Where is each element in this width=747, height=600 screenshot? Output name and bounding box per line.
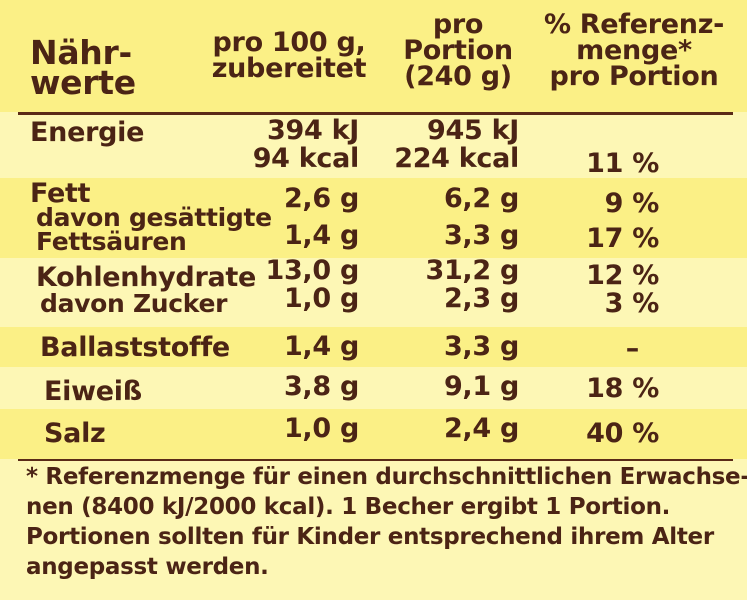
row-label-gesaettigte-line1: davon gesättigte	[36, 203, 272, 232]
header-naehrwerte-line2: werte	[30, 63, 136, 102]
header-naehrwerte: Nähr- werte	[30, 33, 136, 102]
zucker-portion: 2,3 g	[443, 283, 519, 314]
energie-per100-kj: 394 kJ	[267, 115, 359, 146]
header-per-portion-line1: pro	[432, 9, 484, 40]
ballaststoffe-per100: 1,4 g	[283, 331, 359, 362]
row-label-gesaettigte-line2: Fettsäuren	[36, 227, 187, 256]
header-ri-line2: menge*	[576, 35, 692, 66]
footnote-line1: * Referenzmenge für einen durchschnittli…	[26, 464, 747, 490]
row-label-salz: Salz	[44, 418, 106, 449]
energie-portion-kj: 945 kJ	[427, 115, 519, 146]
row-label-fett: Fett	[30, 178, 91, 209]
gesaettigte-per100: 1,4 g	[283, 220, 359, 251]
header-reference-intake: % Referenz- menge* pro Portion	[540, 9, 728, 92]
row-label-zucker: davon Zucker	[40, 289, 228, 318]
row-band-salz	[0, 409, 747, 459]
gesaettigte-portion: 3,3 g	[443, 220, 519, 251]
zucker-ri: 3 %	[604, 288, 660, 319]
header-per-portion-line3: (240 g)	[404, 61, 512, 92]
footnote-line4: angepasst werden.	[26, 554, 269, 580]
table-bottom-rule	[18, 459, 733, 461]
row-band-fett	[0, 178, 747, 258]
header-per-portion: pro Portion (240 g)	[388, 9, 528, 92]
footnote-line3: Portionen sollten für Kinder entsprechen…	[26, 524, 714, 550]
eiweiss-ri: 18 %	[586, 373, 659, 404]
header-per-100g-line2: zubereitet	[211, 53, 367, 84]
header-rule	[18, 112, 733, 115]
kohlenhydrate-ri: 12 %	[586, 260, 659, 291]
row-band-ballaststoffe	[0, 327, 747, 367]
row-label-ballaststoffe: Ballaststoffe	[40, 332, 230, 363]
fett-ri: 9 %	[604, 188, 660, 219]
salz-ri: 40 %	[586, 418, 659, 449]
eiweiss-portion: 9,1 g	[443, 371, 519, 402]
ballaststoffe-ri: –	[625, 333, 640, 364]
footnote-line2: nen (8400 kJ/2000 kcal). 1 Becher ergibt…	[26, 494, 671, 520]
zucker-per100: 1,0 g	[283, 283, 359, 314]
header-per-100g-line1: pro 100 g,	[212, 27, 366, 58]
fett-portion: 6,2 g	[443, 183, 519, 214]
salz-portion: 2,4 g	[443, 413, 519, 444]
kohlenhydrate-per100: 13,0 g	[265, 255, 359, 286]
header-per-portion-line2: Portion	[403, 35, 513, 66]
header-ri-line1: % Referenz-	[543, 9, 725, 40]
energie-portion-kcal: 224 kcal	[394, 143, 519, 174]
energie-ri: 11 %	[586, 148, 659, 179]
header-per-100g: pro 100 g, zubereitet	[200, 27, 378, 84]
header-ri-line3: pro Portion	[549, 61, 719, 92]
header-band	[0, 0, 747, 112]
energie-per100-kcal: 94 kcal	[252, 143, 360, 174]
footnote: * Referenzmenge für einen durchschnittli…	[26, 462, 747, 582]
kohlenhydrate-portion: 31,2 g	[425, 255, 519, 286]
header-naehrwerte-line1: Nähr-	[30, 33, 132, 72]
row-label-energie: Energie	[30, 117, 145, 148]
row-label-kohlenhydrate: Kohlenhydrate	[36, 262, 257, 293]
ballaststoffe-portion: 3,3 g	[443, 331, 519, 362]
gesaettigte-ri: 17 %	[586, 223, 659, 254]
row-label-eiweiss: Eiweiß	[44, 376, 142, 407]
salz-per100: 1,0 g	[283, 413, 359, 444]
eiweiss-per100: 3,8 g	[283, 371, 359, 402]
fett-per100: 2,6 g	[283, 183, 359, 214]
